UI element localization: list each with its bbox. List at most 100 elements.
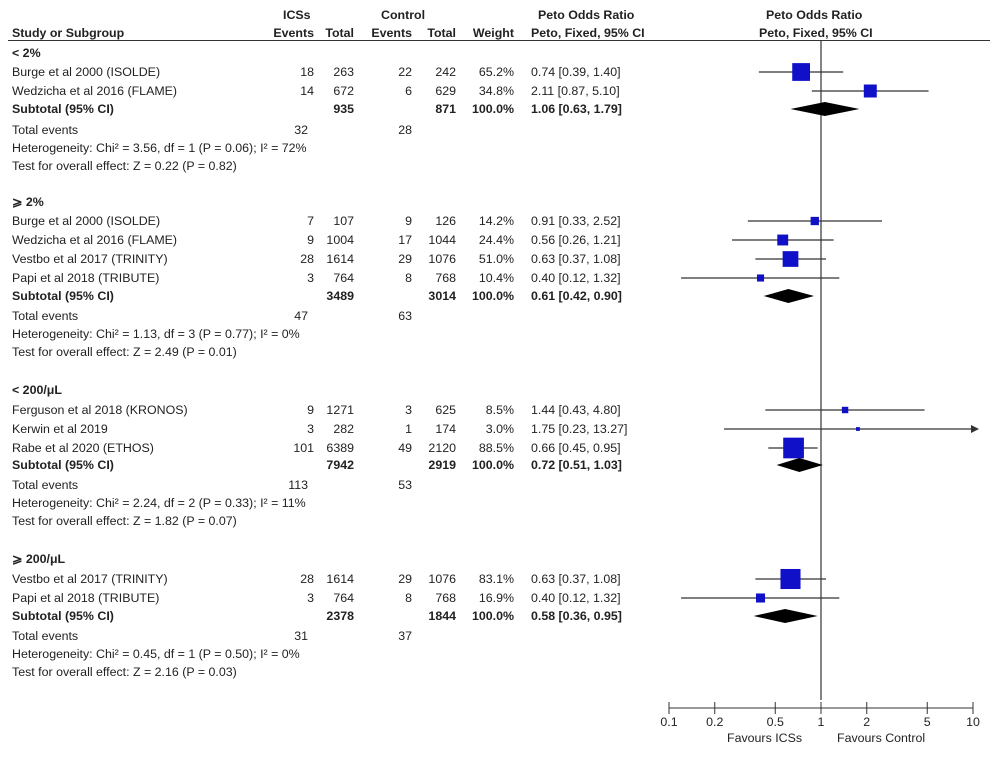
control-events: 3 — [405, 403, 412, 417]
control-events: 9 — [405, 214, 412, 228]
icss-events: 9 — [307, 403, 314, 417]
peto-header-left: Peto Odds Ratio — [538, 8, 635, 22]
subtotal-weight: 100.0% — [471, 609, 514, 623]
total-events-label: Total events — [12, 123, 79, 137]
study-name: Papi et al 2018 (TRIBUTE) — [12, 591, 160, 605]
control-total: 629 — [435, 84, 456, 98]
subtotal-label: Subtotal (95% CI) — [12, 458, 114, 472]
overall-effect-text: Test for overall effect: Z = 2.49 (P = 0… — [12, 345, 237, 359]
subtotal-label: Subtotal (95% CI) — [12, 609, 114, 623]
control-events: 8 — [405, 591, 412, 605]
heterogeneity-text: Heterogeneity: Chi² = 2.24, df = 2 (P = … — [12, 496, 306, 510]
pooled-diamond — [763, 289, 815, 303]
icss-events: 3 — [307, 271, 314, 285]
ci-arrow — [971, 425, 979, 433]
subgroup-title: < 2% — [12, 46, 41, 60]
study-name: Papi et al 2018 (TRIBUTE) — [12, 271, 160, 285]
study-point — [863, 84, 877, 98]
study-ci: 0.63 [0.37, 1.08] — [531, 572, 621, 586]
subtotal-weight: 100.0% — [471, 458, 514, 472]
subtotal-icss-total: 935 — [333, 102, 354, 116]
total1-header: Total — [325, 26, 354, 40]
study-weight: 83.1% — [478, 572, 514, 586]
pooled-diamond — [753, 609, 818, 623]
study-point — [841, 406, 849, 414]
subtotal-icss-total: 3489 — [326, 289, 354, 303]
subtotal-control-total: 1844 — [428, 609, 456, 623]
pooled-diamond — [776, 458, 823, 472]
control-total: 2120 — [428, 441, 456, 455]
control-total: 768 — [435, 591, 456, 605]
icss-total: 6389 — [326, 441, 354, 455]
subgroup-title: < 200/μL — [12, 383, 62, 397]
study-weight: 16.9% — [478, 591, 514, 605]
study-weight: 65.2% — [478, 65, 514, 79]
study-ci: 2.11 [0.87, 5.10] — [531, 84, 620, 98]
control-events: 17 — [398, 233, 412, 247]
study-weight: 88.5% — [478, 441, 514, 455]
study-name: Ferguson et al 2018 (KRONOS) — [12, 403, 188, 417]
study-point — [810, 216, 819, 226]
total-events-control: 53 — [398, 478, 412, 492]
subtotal-icss-total: 2378 — [326, 609, 354, 623]
study-name: Wedzicha et al 2016 (FLAME) — [12, 84, 178, 98]
control-events: 8 — [405, 271, 412, 285]
axis-tick-label: 0.2 — [706, 715, 724, 729]
subtotal-ci: 0.72 [0.51, 1.03] — [531, 458, 622, 472]
subtotal-control-total: 871 — [435, 102, 456, 116]
overall-effect-text: Test for overall effect: Z = 0.22 (P = 0… — [12, 159, 237, 173]
control-total: 126 — [435, 214, 456, 228]
study-point — [783, 437, 804, 459]
total-events-control: 63 — [398, 309, 412, 323]
study-point — [777, 234, 789, 246]
icss-events: 3 — [307, 422, 314, 436]
control-events: 29 — [398, 572, 412, 586]
icss-events: 3 — [307, 591, 314, 605]
method-header-right: Peto, Fixed, 95% CI — [759, 26, 873, 40]
overall-effect-text: Test for overall effect: Z = 2.16 (P = 0… — [12, 665, 237, 679]
total-events-control: 28 — [398, 123, 412, 137]
icss-total: 1614 — [326, 572, 354, 586]
subtotal-weight: 100.0% — [471, 102, 514, 116]
events2-header: Events — [371, 26, 412, 40]
study-weight: 24.4% — [478, 233, 514, 247]
control-total: 1076 — [428, 252, 456, 266]
control-total: 1076 — [428, 572, 456, 586]
icss-total: 263 — [333, 65, 354, 79]
control-header: Control — [381, 8, 426, 22]
subtotal-label: Subtotal (95% CI) — [12, 102, 114, 116]
study-ci: 0.63 [0.37, 1.08] — [531, 252, 621, 266]
axis-tick-label: 10 — [966, 715, 980, 729]
events1-header: Events — [273, 26, 314, 40]
icss-total: 1271 — [326, 403, 354, 417]
axis-tick-label: 2 — [863, 715, 871, 729]
study-ci: 0.56 [0.26, 1.21] — [531, 233, 621, 247]
study-ci: 1.75 [0.23, 13.27] — [531, 422, 628, 436]
icss-total: 1004 — [326, 233, 354, 247]
method-header-left: Peto, Fixed, 95% CI — [531, 26, 645, 40]
favours-control-label: Favours Control — [837, 731, 926, 745]
study-weight: 34.8% — [478, 84, 514, 98]
study-name: Wedzicha et al 2016 (FLAME) — [12, 233, 178, 247]
control-events: 1 — [405, 422, 412, 436]
study-weight: 8.5% — [485, 403, 514, 417]
icss-total: 107 — [333, 214, 354, 228]
total-events-label: Total events — [12, 309, 79, 323]
study-weight: 3.0% — [485, 422, 514, 436]
study-name: Rabe et al 2020 (ETHOS) — [12, 441, 154, 455]
total-events-icss: 31 — [294, 629, 308, 643]
icss-total: 764 — [333, 591, 354, 605]
subtotal-ci: 0.61 [0.42, 0.90] — [531, 289, 622, 303]
axis-tick-label: 1 — [817, 715, 825, 729]
control-events: 6 — [405, 84, 412, 98]
axis-tick-label: 0.1 — [660, 715, 678, 729]
weight-header: Weight — [472, 26, 514, 40]
heterogeneity-text: Heterogeneity: Chi² = 0.45, df = 1 (P = … — [12, 647, 300, 661]
study-name: Vestbo et al 2017 (TRINITY) — [12, 252, 168, 266]
icss-events: 28 — [300, 252, 314, 266]
icss-events: 101 — [293, 441, 314, 455]
heterogeneity-text: Heterogeneity: Chi² = 3.56, df = 1 (P = … — [12, 141, 307, 155]
subtotal-label: Subtotal (95% CI) — [12, 289, 114, 303]
